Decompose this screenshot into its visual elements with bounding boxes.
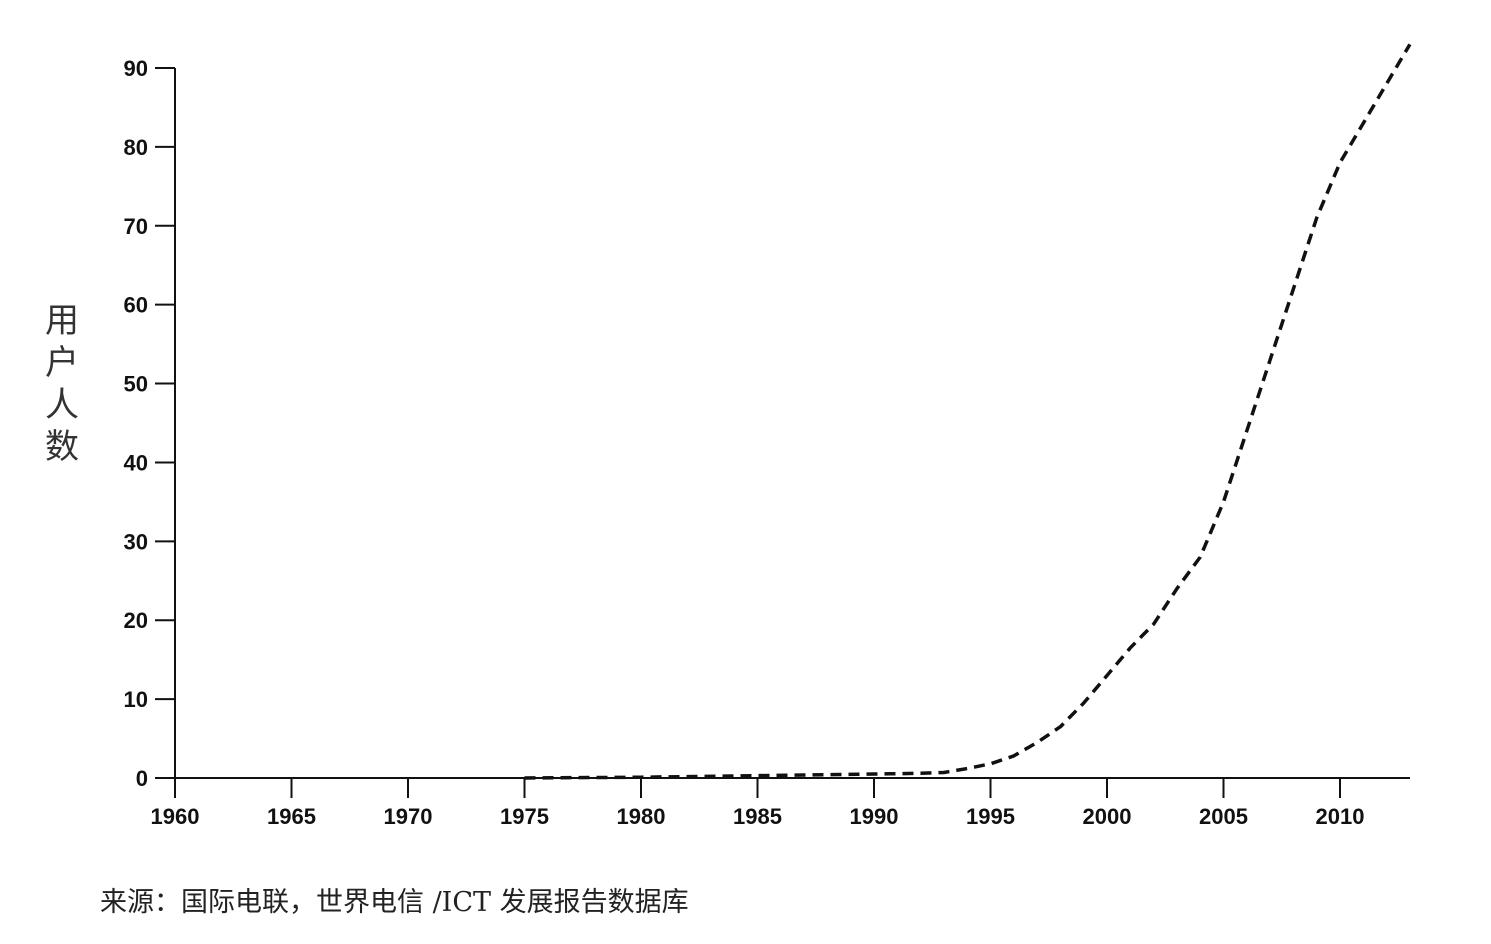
source-note: 来源：国际电联，世界电信 /ICT 发展报告数据库: [100, 887, 689, 918]
y-tick-label: 60: [124, 293, 148, 318]
x-tick-label: 2000: [1083, 804, 1132, 829]
y-tick-label: 90: [124, 56, 148, 81]
y-tick-label: 80: [124, 135, 148, 160]
y-tick-label: 70: [124, 214, 148, 239]
x-tick-label: 1985: [733, 804, 782, 829]
y-tick-label: 30: [124, 529, 148, 554]
x-tick-label: 1980: [617, 804, 666, 829]
y-axis: 0 10 20 30 40 50 60 70 80 90: [124, 56, 176, 791]
x-axis: 1960 1965 1970 1975 1980 1985 1990 1995 2000 2005…: [151, 777, 1410, 829]
x-tick-label: 1990: [850, 804, 899, 829]
y-tick-label: 20: [124, 608, 148, 633]
x-tick-label: 1965: [267, 804, 316, 829]
y-tick-label: 40: [124, 450, 148, 475]
y-tick-label: 0: [136, 766, 148, 791]
y-tick-label: 50: [124, 372, 148, 397]
y-axis-label: 用户人数: [45, 301, 79, 467]
x-tick-label: 1995: [966, 804, 1015, 829]
series-line: [524, 43, 1412, 780]
series-layer: [524, 43, 1412, 780]
x-tick-label: 1975: [500, 804, 549, 829]
x-tick-label: 2005: [1199, 804, 1248, 829]
y-tick-label: 10: [124, 687, 148, 712]
x-tick-label: 1970: [384, 804, 433, 829]
x-tick-label: 1960: [151, 804, 200, 829]
x-tick-label: 2010: [1316, 804, 1365, 829]
